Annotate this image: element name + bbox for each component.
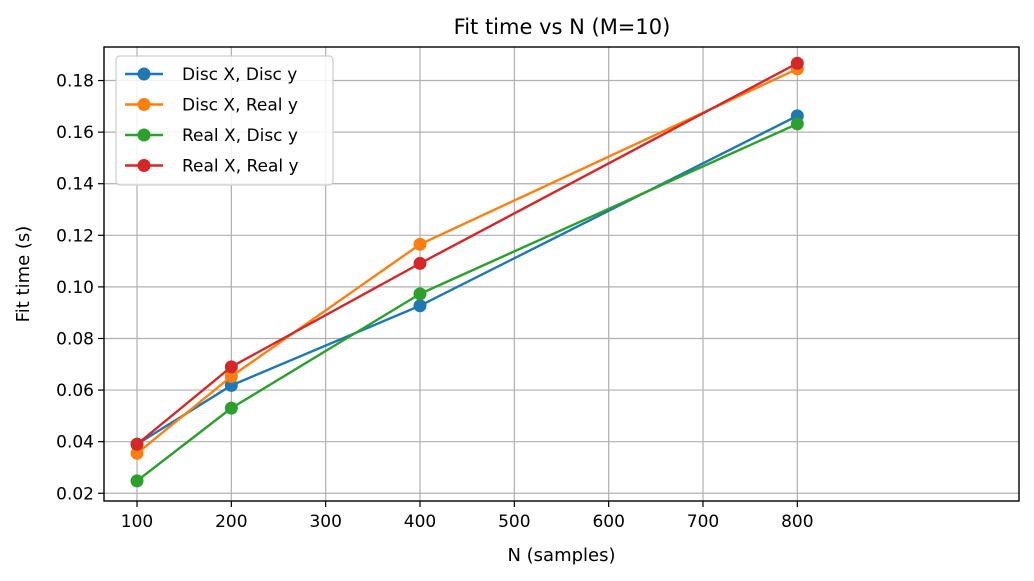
- series-3: [130, 117, 804, 488]
- legend-item: Disc X, Disc y: [125, 65, 297, 85]
- data-point: [130, 446, 144, 460]
- legend-item: Real X, Real y: [125, 157, 299, 177]
- y-tick-label: 0.06: [56, 381, 94, 401]
- series-line: [136, 122, 798, 482]
- x-tick-label: 100: [121, 512, 153, 532]
- axis-ticks: 100 200 300 400 500 600 700 800 0.02 0.04 0.06 0.08…: [56, 72, 813, 532]
- data-point: [224, 369, 238, 383]
- y-tick-label: 0.10: [56, 278, 94, 298]
- legend-item: Disc X, Real y: [125, 96, 298, 116]
- x-tick-label: 500: [498, 512, 530, 532]
- series-4: [130, 56, 804, 451]
- data-point: [413, 237, 427, 251]
- legend-label: Disc X, Disc y: [182, 65, 297, 85]
- legend-label: Disc X, Real y: [182, 96, 298, 116]
- y-tick-label: 0.12: [56, 226, 94, 246]
- series-layer: [130, 56, 804, 488]
- x-tick-label: 300: [309, 512, 341, 532]
- data-point: [790, 117, 804, 131]
- y-axis-label: Fit time (s): [13, 226, 34, 323]
- y-tick-label: 0.16: [56, 123, 94, 143]
- y-tick-label: 0.18: [56, 72, 94, 92]
- y-tick-label: 0.04: [56, 433, 94, 453]
- legend-swatch-marker: [137, 159, 151, 172]
- data-point: [130, 474, 144, 488]
- x-tick-label: 800: [781, 512, 813, 532]
- chart-title: Fit time vs N (M=10): [454, 15, 671, 39]
- data-point: [224, 360, 238, 374]
- legend: Disc X, Disc y Disc X, Real y Real X, Disc…: [115, 55, 334, 186]
- legend-swatch-marker: [137, 98, 151, 111]
- data-point: [224, 378, 238, 392]
- y-tick-label: 0.02: [56, 484, 94, 504]
- x-tick-label: 200: [215, 512, 247, 532]
- legend-item: Real X, Disc y: [125, 126, 298, 146]
- legend-swatch-marker: [137, 128, 151, 142]
- legend-label: Real X, Real y: [182, 157, 299, 177]
- y-tick-label: 0.14: [56, 175, 94, 195]
- data-point: [790, 56, 804, 70]
- series-line: [136, 62, 798, 446]
- legend-box: [115, 55, 334, 186]
- plot-frame: [103, 46, 1020, 502]
- series-line: [136, 67, 798, 455]
- x-tick-label: 700: [687, 512, 719, 532]
- data-point: [130, 437, 144, 451]
- data-point: [413, 299, 427, 313]
- data-point: [224, 401, 238, 415]
- data-point: [413, 256, 427, 270]
- legend-label: Real X, Disc y: [182, 126, 298, 146]
- legend-swatch-marker: [137, 67, 151, 81]
- y-tick-label: 0.08: [56, 329, 94, 349]
- x-tick-label: 400: [404, 512, 436, 532]
- x-tick-label: 600: [592, 512, 624, 532]
- x-axis-label: N (samples): [507, 545, 615, 566]
- data-point: [413, 287, 427, 301]
